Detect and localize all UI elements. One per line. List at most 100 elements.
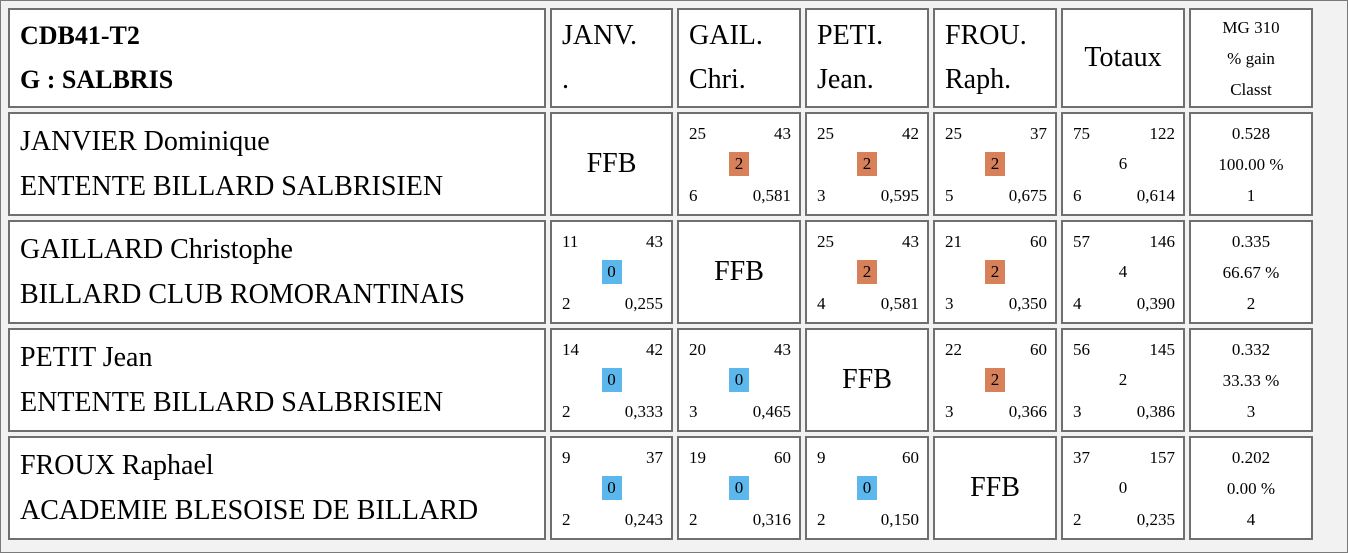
match-cell-vs-janv: 14 42 0 2 0,333 — [550, 328, 673, 432]
match-serie: 3 — [817, 186, 826, 205]
match-cell-vs-peti: 25 43 2 4 0,581 — [805, 220, 929, 324]
ranking: 1 — [1246, 185, 1256, 205]
player-club: BILLARD CLUB ROMORANTINAIS — [20, 279, 465, 310]
match-moyenne: 0,366 — [1008, 402, 1047, 421]
match-cell-vs-frou: 25 37 2 5 0,675 — [933, 112, 1057, 216]
match-points: 25 — [817, 124, 834, 143]
totals-cell: 57 146 4 4 0,390 — [1061, 220, 1185, 324]
results-table: CDB41-T2 G : SALBRIS JANV. . GAIL. Chri.… — [4, 4, 1317, 544]
match-reprises: 60 — [902, 448, 919, 467]
match-result-badge: 0 — [601, 368, 622, 392]
match-cell-vs-janv: 9 37 0 2 0,243 — [550, 436, 673, 540]
player-club: ENTENTE BILLARD SALBRISIEN — [20, 387, 444, 418]
match-serie: 6 — [689, 186, 698, 205]
match-result-badge: 2 — [985, 368, 1005, 392]
column-header-frou: FROU. Raph. — [933, 8, 1057, 108]
total-serie: 6 — [1073, 186, 1082, 205]
match-points: 11 — [562, 232, 579, 251]
match-serie: 2 — [562, 402, 571, 421]
column-header-totals: Totaux — [1061, 8, 1185, 108]
match-cell-vs-gail: 19 60 0 2 0,316 — [677, 436, 801, 540]
group-title-cell: CDB41-T2 G : SALBRIS — [8, 8, 546, 108]
match-reprises: 43 — [902, 232, 919, 251]
match-serie: 2 — [562, 510, 571, 529]
column-header-line2: Chri. — [689, 64, 746, 95]
match-reprises: 43 — [774, 340, 791, 359]
match-result-badge: 2 — [985, 260, 1005, 284]
match-moyenne: 0,465 — [752, 402, 791, 421]
match-cell-vs-gail: 25 43 2 6 0,581 — [677, 112, 801, 216]
rank-label: Classt — [1230, 79, 1272, 99]
match-reprises: 60 — [1030, 232, 1047, 251]
match-result-badge: 0 — [729, 476, 749, 500]
stats-cell: 0.202 0.00 % 4 — [1189, 436, 1313, 540]
match-reprises: 60 — [774, 448, 791, 467]
group-code: CDB41-T2 — [20, 21, 140, 50]
match-points: 19 — [689, 448, 706, 467]
match-serie: 4 — [817, 294, 826, 313]
match-result-badge: 0 — [601, 476, 622, 500]
match-points: 25 — [817, 232, 834, 251]
match-result-badge: 2 — [985, 152, 1005, 176]
match-result-badge: 2 — [857, 260, 877, 284]
totals-cell: 37 157 0 2 0,235 — [1061, 436, 1185, 540]
match-reprises: 42 — [646, 340, 663, 359]
match-points: 9 — [562, 448, 571, 467]
gain-percent: 66.67 % — [1222, 262, 1280, 282]
match-cell-vs-peti: 9 60 0 2 0,150 — [805, 436, 929, 540]
player-club: ACADEMIE BLESOISE DE BILLARD — [20, 495, 479, 526]
match-reprises: 60 — [1030, 340, 1047, 359]
mg-label: MG 310 — [1222, 17, 1280, 37]
totals-cell: 75 122 6 6 0,614 — [1061, 112, 1185, 216]
match-cell-vs-janv: 11 43 0 2 0,255 — [550, 220, 673, 324]
match-result-badge: 2 — [729, 152, 749, 176]
match-moyenne: 0,255 — [624, 294, 663, 313]
match-serie: 5 — [945, 186, 954, 205]
match-moyenne: 0,243 — [624, 510, 663, 529]
total-reprises: 157 — [1149, 448, 1176, 467]
column-header-line1: PETI. — [817, 20, 884, 51]
player-name: FROUX Raphael — [20, 450, 214, 481]
match-points: 21 — [945, 232, 962, 251]
match-moyenne: 0,595 — [880, 186, 919, 205]
total-result: 4 — [1118, 262, 1128, 281]
gain-percent: 0.00 % — [1226, 478, 1276, 498]
player-row: GAILLARD Christophe BILLARD CLUB ROMORANT… — [8, 220, 1313, 324]
ffb-cell: FFB — [933, 436, 1057, 540]
general-average: 0.528 — [1231, 123, 1271, 143]
match-reprises: 43 — [774, 124, 791, 143]
total-reprises: 122 — [1149, 124, 1176, 143]
column-header-line2: . — [562, 64, 569, 95]
match-reprises: 37 — [646, 448, 663, 467]
ranking: 2 — [1246, 293, 1256, 313]
column-header-line1: JANV. — [562, 20, 637, 51]
column-header-line2: Raph. — [945, 64, 1012, 95]
match-moyenne: 0,316 — [752, 510, 791, 529]
player-row: FROUX Raphael ACADEMIE BLESOISE DE BILLAR… — [8, 436, 1313, 540]
general-average: 0.202 — [1231, 447, 1271, 467]
column-header-gail: GAIL. Chri. — [677, 8, 801, 108]
match-points: 14 — [562, 340, 579, 359]
match-reprises: 37 — [1030, 124, 1047, 143]
total-points: 37 — [1073, 448, 1090, 467]
player-row: PETIT Jean ENTENTE BILLARD SALBRISIEN 14 42… — [8, 328, 1313, 432]
general-average: 0.335 — [1231, 231, 1271, 251]
player-name: PETIT Jean — [20, 342, 153, 373]
column-header-janv: JANV. . — [550, 8, 673, 108]
total-moyenne: 0,614 — [1136, 186, 1175, 205]
column-header-line2: Jean. — [817, 64, 874, 95]
match-result-badge: 2 — [857, 152, 877, 176]
total-serie: 4 — [1073, 294, 1082, 313]
match-moyenne: 0,333 — [624, 402, 663, 421]
match-moyenne: 0,675 — [1008, 186, 1047, 205]
match-result-badge: 0 — [729, 368, 749, 392]
match-cell-vs-peti: 25 42 2 3 0,595 — [805, 112, 929, 216]
match-moyenne: 0,581 — [880, 294, 919, 313]
player-name: JANVIER Dominique — [20, 126, 270, 157]
match-moyenne: 0,350 — [1008, 294, 1047, 313]
match-moyenne: 0,150 — [880, 510, 919, 529]
total-points: 57 — [1073, 232, 1090, 251]
player-cell: JANVIER Dominique ENTENTE BILLARD SALBRIS… — [8, 112, 546, 216]
player-name: GAILLARD Christophe — [20, 234, 293, 265]
match-reprises: 42 — [902, 124, 919, 143]
